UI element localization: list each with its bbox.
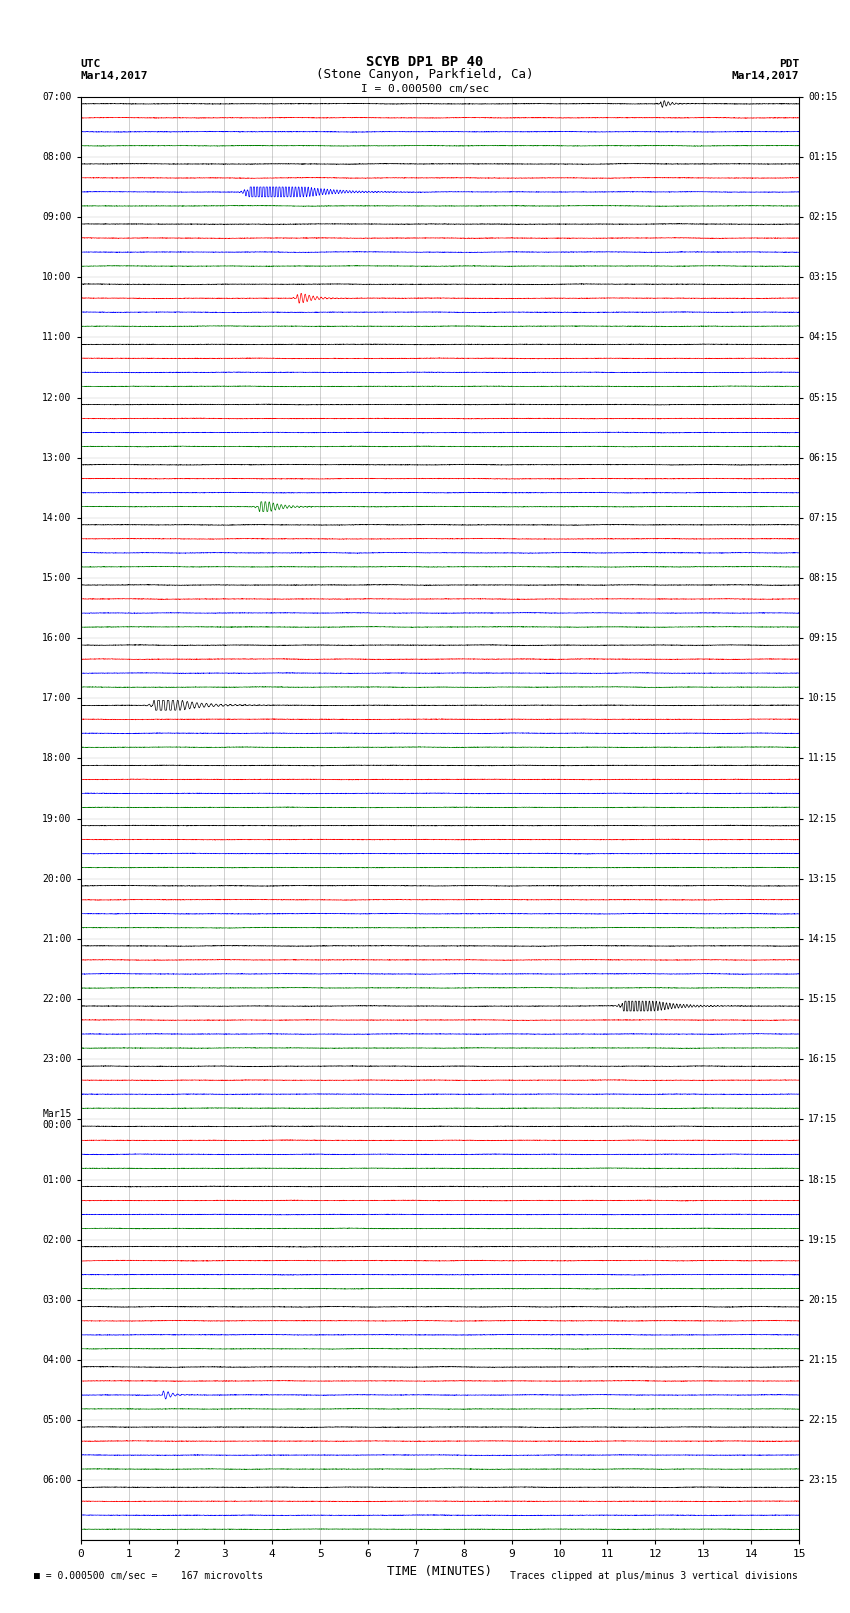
Text: I = 0.000500 cm/sec: I = 0.000500 cm/sec	[361, 84, 489, 94]
X-axis label: TIME (MINUTES): TIME (MINUTES)	[388, 1565, 492, 1578]
Text: Mar14,2017: Mar14,2017	[81, 71, 148, 82]
Text: UTC: UTC	[81, 58, 101, 69]
Text: Traces clipped at plus/minus 3 vertical divisions: Traces clipped at plus/minus 3 vertical …	[510, 1571, 798, 1581]
Text: (Stone Canyon, Parkfield, Ca): (Stone Canyon, Parkfield, Ca)	[316, 68, 534, 82]
Text: PDT: PDT	[779, 58, 799, 69]
Text: Mar14,2017: Mar14,2017	[732, 71, 799, 82]
Text: SCYB DP1 BP 40: SCYB DP1 BP 40	[366, 55, 484, 69]
Text: ■ = 0.000500 cm/sec =    167 microvolts: ■ = 0.000500 cm/sec = 167 microvolts	[34, 1571, 264, 1581]
